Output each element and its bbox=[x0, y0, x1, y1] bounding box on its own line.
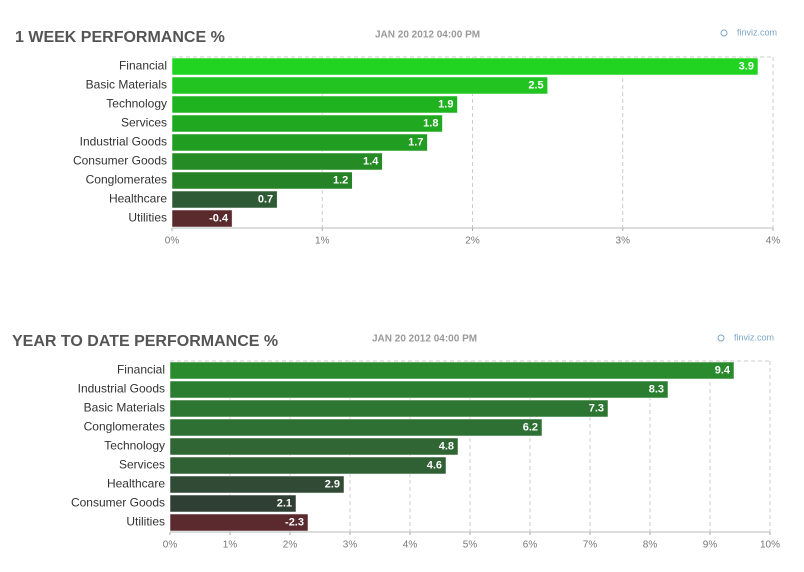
bar bbox=[169, 399, 609, 418]
bar bbox=[171, 57, 759, 76]
value-label: 3.9 bbox=[739, 60, 754, 72]
bar bbox=[169, 513, 309, 532]
bar bbox=[169, 361, 735, 380]
source: finviz.com bbox=[737, 27, 777, 37]
bar bbox=[171, 152, 383, 171]
x-tick-label: 0% bbox=[165, 236, 180, 247]
x-tick-label: 4% bbox=[766, 236, 781, 247]
chart-subtitle: JAN 20 2012 04:00 PM bbox=[372, 334, 477, 345]
x-tick-label: 1% bbox=[315, 236, 330, 247]
category-label: Financial bbox=[117, 363, 165, 377]
category-label: Technology bbox=[104, 439, 165, 453]
x-tick-label: 2% bbox=[465, 236, 480, 247]
bar bbox=[171, 114, 443, 133]
category-label: Conglomerates bbox=[86, 173, 167, 187]
value-label: 4.6 bbox=[427, 459, 442, 471]
x-tick-label: 2% bbox=[283, 540, 298, 551]
chart-title: 1 WEEK PERFORMANCE % bbox=[15, 29, 225, 46]
bar bbox=[169, 380, 669, 399]
value-label: 2.5 bbox=[528, 79, 543, 91]
source-icon bbox=[720, 29, 728, 37]
bar bbox=[171, 171, 353, 190]
value-label: 6.2 bbox=[523, 421, 538, 433]
category-label: Basic Materials bbox=[86, 78, 167, 92]
category-label: Conglomerates bbox=[84, 420, 165, 434]
category-label: Financial bbox=[119, 59, 167, 73]
x-tick-label: 1% bbox=[223, 540, 238, 551]
x-tick-label: 3% bbox=[616, 236, 631, 247]
x-tick-label: 9% bbox=[703, 540, 718, 551]
x-tick-label: 6% bbox=[523, 540, 538, 551]
chart-title: YEAR TO DATE PERFORMANCE % bbox=[12, 333, 278, 350]
value-label: 1.4 bbox=[363, 155, 379, 167]
source: finviz.com bbox=[734, 332, 774, 342]
value-label: 2.1 bbox=[277, 497, 292, 509]
category-label: Utilities bbox=[128, 211, 167, 225]
category-label: Services bbox=[119, 458, 165, 472]
value-label: 2.9 bbox=[325, 478, 340, 490]
value-label: 9.4 bbox=[715, 364, 731, 376]
x-tick-label: 7% bbox=[583, 540, 598, 551]
x-tick-label: 8% bbox=[643, 540, 658, 551]
category-label: Healthcare bbox=[107, 477, 165, 491]
source-icon bbox=[717, 334, 725, 342]
value-label: 1.2 bbox=[333, 174, 348, 186]
bar bbox=[169, 437, 459, 456]
category-label: Healthcare bbox=[109, 192, 167, 206]
chart-subtitle: JAN 20 2012 04:00 PM bbox=[375, 30, 480, 41]
value-label: -2.3 bbox=[285, 516, 304, 528]
value-label: 7.3 bbox=[589, 402, 604, 414]
bar bbox=[169, 475, 345, 494]
value-label: 1.9 bbox=[438, 98, 453, 110]
bar bbox=[171, 76, 548, 95]
category-label: Utilities bbox=[126, 515, 165, 529]
category-label: Consumer Goods bbox=[73, 154, 167, 168]
x-tick-label: 0% bbox=[163, 540, 178, 551]
x-tick-label: 3% bbox=[343, 540, 358, 551]
bar bbox=[169, 418, 543, 437]
value-label: -0.4 bbox=[209, 212, 229, 224]
x-tick-label: 5% bbox=[463, 540, 478, 551]
bar bbox=[171, 209, 233, 228]
bar bbox=[171, 95, 458, 114]
value-label: 8.3 bbox=[649, 383, 664, 395]
bar bbox=[169, 494, 297, 513]
value-label: 0.7 bbox=[258, 193, 273, 205]
category-label: Consumer Goods bbox=[71, 496, 165, 510]
value-label: 1.8 bbox=[423, 117, 438, 129]
x-tick-label: 10% bbox=[760, 540, 780, 551]
category-label: Basic Materials bbox=[84, 401, 165, 415]
x-tick-label: 4% bbox=[403, 540, 418, 551]
value-label: 4.8 bbox=[439, 440, 454, 452]
bar bbox=[169, 456, 447, 475]
category-label: Services bbox=[121, 116, 167, 130]
bar bbox=[171, 133, 428, 152]
bar bbox=[171, 190, 278, 209]
value-label: 1.7 bbox=[408, 136, 423, 148]
category-label: Technology bbox=[106, 97, 167, 111]
category-label: Industrial Goods bbox=[78, 382, 165, 396]
category-label: Industrial Goods bbox=[80, 135, 167, 149]
